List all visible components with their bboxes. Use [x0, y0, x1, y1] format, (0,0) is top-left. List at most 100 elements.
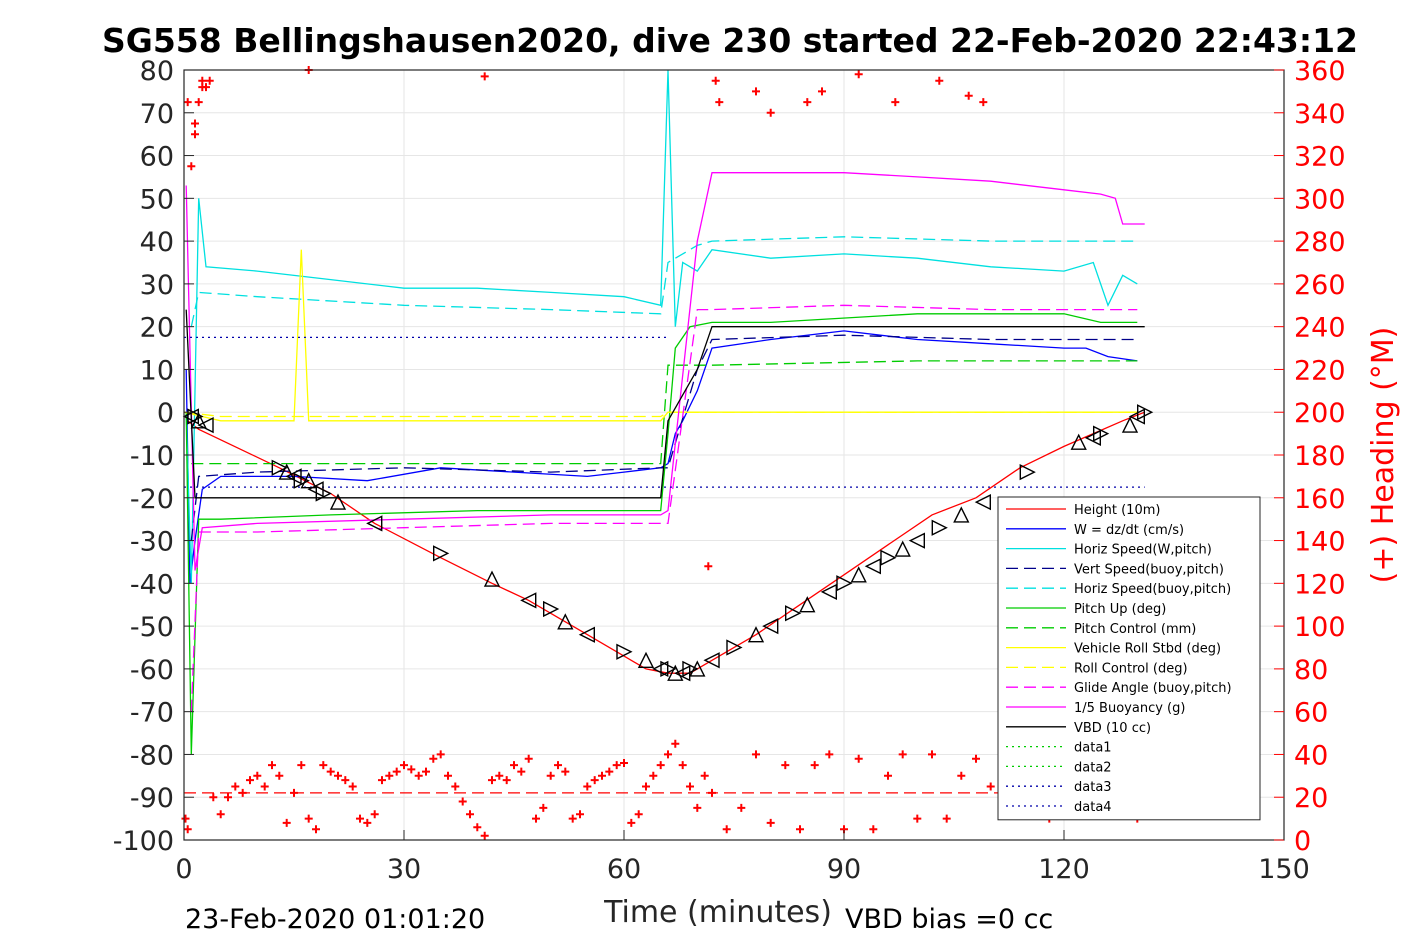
heading-point: [715, 98, 724, 107]
x-tick-label: 120: [1038, 854, 1090, 885]
heading-point: [704, 562, 713, 571]
heading-point: [356, 814, 364, 823]
profile-marker: [836, 575, 853, 592]
profile-marker: [820, 583, 837, 601]
heading-point: [598, 771, 606, 780]
legend-label: VBD (10 cc): [1074, 721, 1151, 736]
series-line-9: [190, 304, 1138, 712]
heading-point: [964, 91, 973, 100]
heading-point: [517, 767, 526, 776]
profile-marker: [637, 651, 655, 668]
heading-point: [664, 750, 672, 759]
heading-point: [488, 776, 496, 785]
right-tick-label: 260: [1294, 270, 1346, 301]
profile-marker: [1121, 416, 1139, 433]
y-tick-label: 60: [140, 142, 174, 173]
y-tick-label: 80: [140, 56, 174, 87]
profile-marker: [660, 660, 677, 678]
heading-point: [275, 771, 284, 780]
right-tick-label: 200: [1294, 398, 1346, 429]
heading-point: [957, 771, 966, 780]
x-tick-label: 0: [175, 854, 192, 885]
heading-point: [810, 761, 819, 770]
heading-point: [191, 119, 199, 128]
heading-point: [341, 776, 350, 785]
profile-marker: [578, 626, 595, 643]
profile-marker: [483, 570, 501, 587]
heading-point: [642, 782, 650, 791]
heading-point: [942, 814, 951, 823]
heading-point: [568, 814, 577, 823]
footer-date: 23-Feb-2020 01:01:20: [185, 904, 485, 935]
y-tick-label: -60: [130, 655, 174, 686]
profile-marker: [1019, 463, 1036, 481]
y-tick-label: 40: [140, 227, 174, 258]
profile-marker: [726, 639, 743, 656]
heading-point: [385, 771, 394, 780]
heading-point: [539, 803, 548, 812]
profile-marker: [864, 558, 881, 575]
profile-markers: [182, 404, 1154, 682]
heading-point: [436, 750, 445, 759]
right-axis-ticks: 3603403203002802602402202001801601401201…: [1274, 56, 1346, 857]
profile-marker: [520, 592, 537, 609]
heading-point: [576, 810, 584, 819]
y-tick-label: -90: [130, 783, 174, 814]
heading-point: [407, 765, 416, 774]
heading-point: [348, 782, 357, 791]
x-tick-label: 30: [387, 854, 421, 885]
heading-point: [187, 162, 196, 171]
heading-point: [634, 810, 643, 819]
profile-marker: [293, 472, 310, 489]
heading-point: [891, 98, 900, 107]
heading-point: [711, 76, 720, 85]
profile-marker: [850, 566, 867, 583]
heading-point: [370, 810, 379, 819]
heading-point: [781, 761, 790, 770]
legend-label: Horiz Speed(buoy,pitch): [1074, 582, 1231, 597]
profile-marker: [366, 515, 383, 532]
heading-point: [209, 793, 218, 802]
legend-label: data4: [1074, 800, 1112, 815]
heading-point: [198, 76, 207, 85]
profile-marker: [616, 643, 633, 660]
profile-marker: [931, 519, 948, 536]
heading-point: [282, 818, 291, 827]
right-tick-label: 340: [1294, 99, 1346, 130]
heading-point: [480, 831, 489, 840]
heading-point: [378, 776, 386, 785]
profile-marker: [667, 664, 684, 681]
profile-marker: [880, 549, 897, 566]
y-tick-label: -30: [130, 527, 174, 558]
profile-marker: [1092, 425, 1110, 442]
heading-point: [312, 825, 320, 834]
heading-point: [414, 771, 423, 780]
profile-marker: [278, 463, 295, 480]
heading-point: [216, 810, 225, 819]
heading-point: [202, 83, 210, 92]
heading-point: [605, 767, 614, 776]
right-tick-label: 180: [1294, 441, 1346, 472]
legend-box: [997, 496, 1261, 821]
heading-point: [473, 823, 482, 832]
heading-point: [913, 814, 922, 823]
profile-marker: [974, 493, 991, 511]
heading-point: [546, 771, 555, 780]
legend-label: Height (10m): [1074, 503, 1160, 518]
heading-point: [458, 797, 467, 806]
legend-label: Roll Control (deg): [1074, 661, 1188, 676]
right-tick-label: 160: [1294, 484, 1346, 515]
profile-marker: [433, 545, 450, 562]
y-tick-label: -70: [130, 698, 174, 729]
profile-marker: [315, 485, 332, 502]
profile-marker: [543, 600, 560, 618]
heading-point: [326, 767, 335, 776]
heading-point: [671, 739, 680, 748]
right-tick-label: 300: [1294, 184, 1346, 215]
y-tick-label: -80: [130, 740, 174, 771]
heading-point: [554, 761, 562, 770]
footer-vbd-bias: VBD bias =0 cc: [845, 904, 1053, 935]
profile-marker: [557, 613, 574, 630]
legend-label: W = dz/dt (cm/s): [1074, 523, 1184, 538]
